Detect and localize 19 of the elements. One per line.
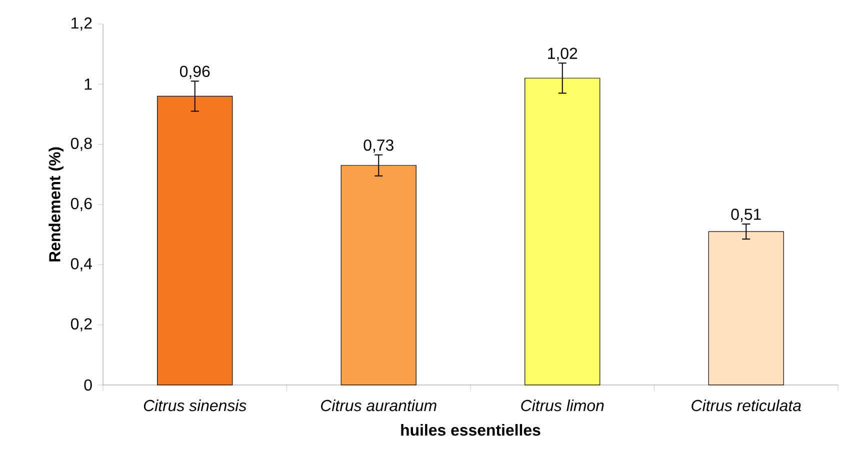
data-label: 0,73 <box>364 139 394 153</box>
y-tick-label: 1 <box>84 78 92 90</box>
y-tick-label: 0,2 <box>70 318 92 332</box>
bar <box>157 96 233 386</box>
y-tick-label: 1,2 <box>72 17 92 31</box>
y-tick-label: 0,4 <box>70 258 92 272</box>
y-tick-label: 0,6 <box>70 198 92 212</box>
y-tick-label: 0 <box>84 379 92 391</box>
data-label: 1,02 <box>548 48 578 61</box>
x-axis-title: huiles essentielles <box>401 424 540 436</box>
x-tick-label: Citrus reticulata <box>692 400 801 412</box>
x-tick-label: Citrus limon <box>521 400 604 412</box>
data-label: 0,51 <box>731 208 761 222</box>
x-tick-label: Citrus sinensis <box>144 400 246 412</box>
bar <box>524 78 600 386</box>
x-tick-label: Citrus aurantium <box>321 400 436 412</box>
y-axis-title: Rendement (%) <box>48 147 64 262</box>
data-label: 0,96 <box>180 66 210 79</box>
y-tick-label: 0,8 <box>70 138 92 151</box>
